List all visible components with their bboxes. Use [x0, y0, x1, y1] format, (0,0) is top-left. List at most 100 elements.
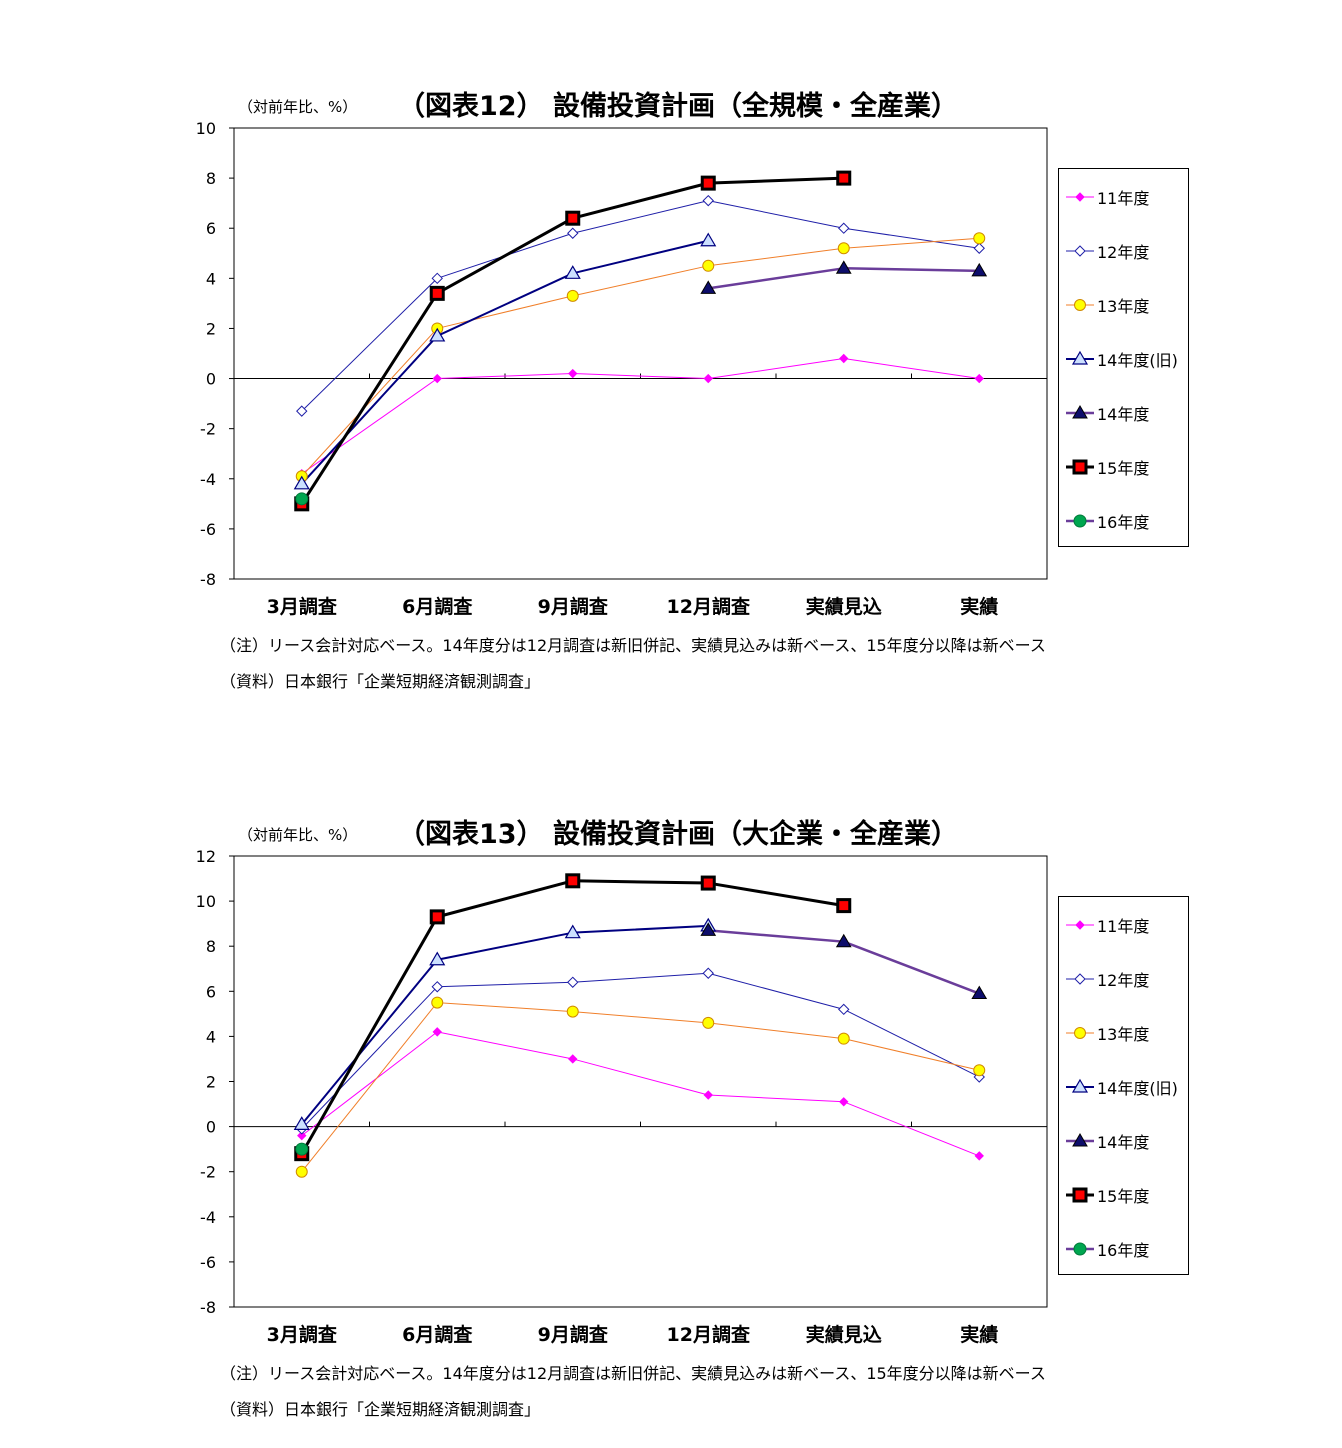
- series-line-13-nendo: [301, 237, 980, 477]
- legend-item: 12年度: [1065, 239, 1149, 263]
- data-point-11-nendo: [839, 1097, 849, 1107]
- y-tick-label: 8: [206, 169, 216, 188]
- y-tick-label: 12: [196, 847, 216, 866]
- data-point-15-nendo: [700, 875, 716, 891]
- data-point-14-nendo-old: [564, 265, 581, 279]
- data-point-13-nendo: [837, 1032, 850, 1045]
- data-point-11-nendo: [297, 1130, 307, 1141]
- y-tick-label: -2: [200, 1163, 216, 1182]
- data-point-14-nendo: [700, 280, 717, 294]
- legend-swatch: [1066, 245, 1094, 257]
- data-point-16-nendo: [295, 1142, 309, 1156]
- legend-marker: [1074, 973, 1086, 985]
- chart-legend: 11年度 12年度 13年度 14年度(旧) 14年度 15年度 16年度: [1058, 896, 1189, 1275]
- legend-swatch: [1066, 514, 1094, 528]
- data-point-14-nendo: [700, 922, 717, 936]
- chart-title: （図表12） 設備投資計画（全規模・全産業）: [398, 91, 958, 122]
- series-line-13-nendo: [301, 1002, 980, 1173]
- series-line-12-nendo: [301, 200, 980, 412]
- y-tick-label: 2: [206, 1073, 216, 1092]
- data-point-11-nendo: [974, 373, 984, 384]
- legend-item: 14年度: [1065, 1129, 1149, 1153]
- plot-area: [233, 855, 1048, 1308]
- legend-label: 13年度: [1097, 1025, 1150, 1044]
- data-point-14-nendo-old: [564, 924, 581, 939]
- x-tick-label: 3月調査: [267, 1323, 338, 1346]
- legend-label: 14年度(旧): [1097, 1079, 1178, 1098]
- legend-swatch: [1066, 920, 1094, 930]
- data-point-15-nendo: [836, 170, 852, 186]
- data-point-15-nendo: [565, 873, 581, 889]
- legend-label: 12年度: [1097, 971, 1150, 990]
- legend-item: 16年度: [1065, 509, 1149, 533]
- legend-label: 15年度: [1097, 1187, 1150, 1206]
- legend-swatch: [1066, 1187, 1094, 1203]
- data-point-11-nendo: [839, 353, 849, 364]
- legend-swatch: [1066, 1133, 1094, 1147]
- chart-legend: 11年度 12年度 13年度 14年度(旧) 14年度 15年度 16年度: [1058, 168, 1189, 547]
- data-point-12-nendo: [838, 1003, 850, 1016]
- data-point-15-nendo: [429, 909, 445, 925]
- x-tick-label: 9月調査: [538, 595, 609, 618]
- data-point-11-nendo: [568, 368, 578, 379]
- y-unit-label: （対前年比、%）: [238, 826, 358, 844]
- data-point-12-nendo: [973, 242, 985, 254]
- data-point-12-nendo: [567, 227, 579, 239]
- y-tick-label: 0: [206, 1118, 216, 1137]
- x-tick-label: 6月調査: [402, 1323, 473, 1346]
- legend-label: 15年度: [1097, 459, 1150, 478]
- data-point-13-nendo: [431, 996, 444, 1009]
- legend-swatch: [1066, 973, 1094, 985]
- legend-marker: [1073, 1242, 1087, 1256]
- data-point-13-nendo: [566, 289, 579, 302]
- data-point-13-nendo: [973, 1064, 986, 1077]
- legend-marker: [1075, 920, 1085, 930]
- legend-item: 13年度: [1065, 1021, 1149, 1045]
- data-point-16-nendo: [295, 492, 309, 506]
- data-point-13-nendo: [566, 1005, 579, 1018]
- y-tick-label: -8: [200, 570, 216, 589]
- chart-source: （資料）日本銀行「企業短期経済観測調査」: [220, 672, 541, 691]
- x-tick-label: 実績: [960, 595, 998, 618]
- data-point-14-nendo-old: [293, 1116, 310, 1130]
- data-point-11-nendo: [432, 373, 442, 384]
- y-tick-label: -2: [200, 420, 216, 439]
- data-point-13-nendo: [702, 259, 715, 272]
- y-tick-label: 8: [206, 937, 216, 956]
- data-point-12-nendo: [567, 976, 579, 988]
- data-point-14-nendo-old: [429, 951, 446, 966]
- data-point-11-nendo: [703, 1090, 713, 1100]
- y-tick-label: -4: [200, 1208, 216, 1227]
- data-point-12-nendo: [702, 194, 714, 207]
- legend-label: 11年度: [1097, 189, 1150, 208]
- y-tick-label: 2: [206, 319, 216, 338]
- data-point-12-nendo: [838, 222, 850, 234]
- legend-label: 14年度: [1097, 405, 1150, 424]
- legend-swatch: [1066, 299, 1094, 311]
- legend-label: 14年度: [1097, 1133, 1150, 1152]
- x-tick-label: 実績見込: [806, 1323, 882, 1346]
- data-point-14-nendo-old: [429, 327, 446, 342]
- series-line-11-nendo: [301, 358, 980, 475]
- plot-area: [233, 127, 1048, 580]
- legend-marker: [1073, 514, 1087, 528]
- legend-item: 14年度: [1065, 401, 1149, 425]
- series-line-11-nendo: [301, 1031, 980, 1157]
- legend-item: 13年度: [1065, 293, 1149, 317]
- y-tick-label: 6: [206, 982, 216, 1001]
- x-tick-label: 12月調査: [667, 595, 751, 618]
- legend-item: 16年度: [1065, 1237, 1149, 1261]
- legend-label: 16年度: [1097, 513, 1150, 532]
- y-tick-label: 10: [196, 119, 216, 138]
- data-point-14-nendo-old: [700, 232, 717, 247]
- y-tick-label: -8: [200, 1298, 216, 1317]
- data-point-14-nendo: [971, 262, 988, 277]
- legend-marker: [1072, 459, 1088, 475]
- chart-source: （資料）日本銀行「企業短期経済観測調査」: [220, 1400, 541, 1419]
- legend-swatch: [1066, 350, 1094, 365]
- data-point-11-nendo: [974, 1151, 984, 1161]
- chart-note: （注）リース会計対応ベース。14年度分は12月調査は新旧併記、実績見込みは新ベー…: [220, 1364, 1046, 1383]
- data-point-12-nendo: [296, 405, 308, 417]
- data-point-15-nendo: [836, 898, 852, 914]
- data-point-15-nendo: [700, 175, 716, 191]
